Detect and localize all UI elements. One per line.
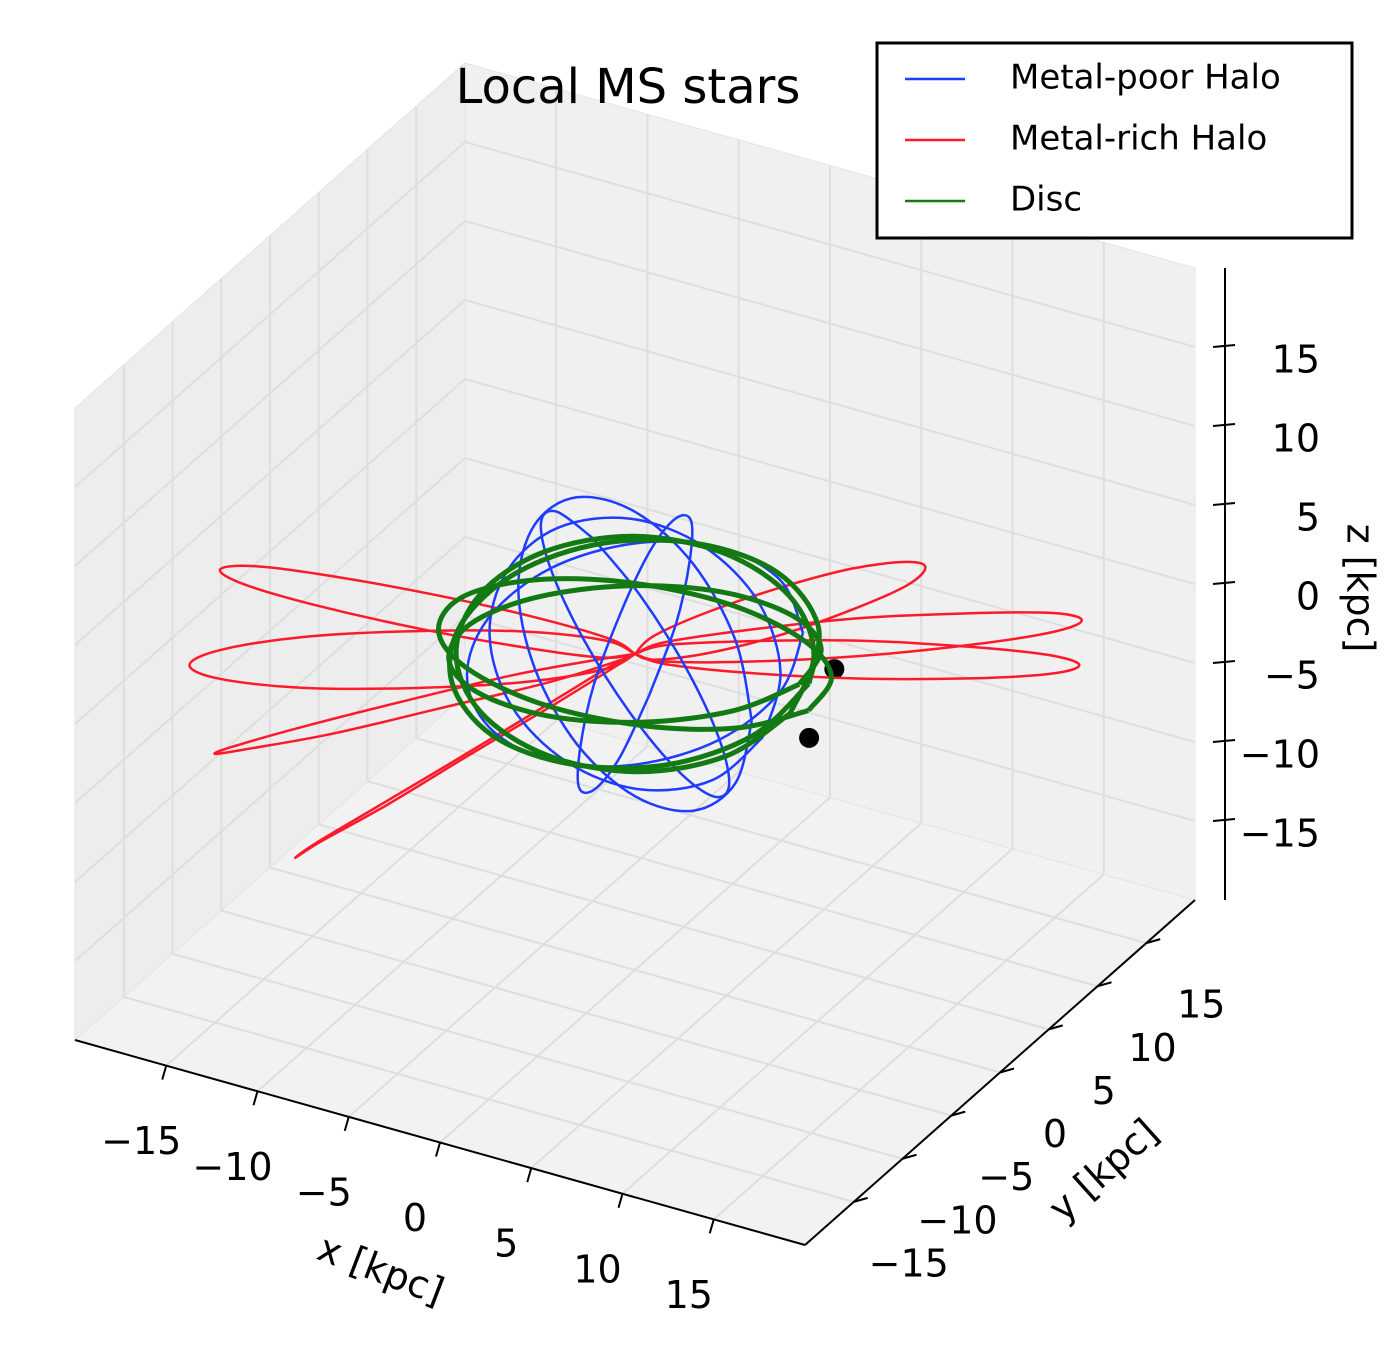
x-tick <box>617 1193 624 1209</box>
marker <box>799 727 820 748</box>
grid-line <box>367 780 1098 988</box>
orbit-line <box>453 533 817 775</box>
orbit-line <box>634 560 927 661</box>
z-tick-label: −5 <box>1264 654 1320 698</box>
y-tick-label: 5 <box>1092 1069 1116 1113</box>
orbit-line <box>634 638 1081 681</box>
legend-label: Metal-rich Halo <box>1010 119 1267 159</box>
grid-line <box>464 378 1196 585</box>
x-axis <box>74 1039 806 1246</box>
y-tick <box>999 1067 1015 1074</box>
orbit-line <box>436 576 834 732</box>
y-tick-label: −15 <box>869 1241 949 1285</box>
grid-line <box>172 952 903 1160</box>
grid-line <box>415 737 1147 945</box>
y-tick-label: −10 <box>917 1198 997 1242</box>
y-tick <box>1048 1024 1064 1031</box>
grid-line <box>74 536 466 883</box>
grid-line <box>464 220 1196 427</box>
z-tick-label: −15 <box>1240 812 1320 856</box>
grid-line <box>220 909 952 1117</box>
orbit-line <box>634 611 1084 664</box>
grid-line <box>464 299 1196 506</box>
orbit-line <box>446 583 824 725</box>
x-tick-label: 10 <box>573 1247 621 1291</box>
orbit-line <box>576 513 694 795</box>
grid-line <box>318 823 1050 1031</box>
z-tick-label: 0 <box>1296 575 1320 619</box>
z-axis-label: z [kpc] <box>1339 524 1383 653</box>
x-axis-label: x [kpc] <box>312 1226 450 1314</box>
grid-line <box>464 457 1196 664</box>
orbit-line <box>188 629 636 691</box>
y-tick <box>1097 981 1112 988</box>
y-tick-label: 10 <box>1128 1026 1176 1070</box>
axes: −15−10−5051015−15−10−5051015−15−10−50510… <box>74 268 1320 1317</box>
grid-line <box>123 995 855 1203</box>
z-tick-label: 5 <box>1296 496 1320 540</box>
z-tick-label: 10 <box>1272 417 1320 461</box>
y-tick <box>950 1110 966 1117</box>
plot-area <box>188 495 1084 860</box>
chart-title: Local MS stars <box>456 59 801 115</box>
orbit-line <box>213 652 636 756</box>
y-tick <box>1145 938 1161 945</box>
grid-line <box>464 615 1196 822</box>
y-tick-label: −5 <box>978 1155 1034 1199</box>
grid-line <box>74 299 466 646</box>
x-tick <box>252 1090 259 1106</box>
x-tick-label: 0 <box>403 1196 427 1240</box>
grid-line <box>464 141 1196 348</box>
x-tick-label: 15 <box>665 1273 713 1317</box>
y-tick-label: 0 <box>1043 1112 1067 1156</box>
x-tick-label: −10 <box>192 1145 272 1189</box>
orbit-line <box>218 564 636 659</box>
legend-label: Disc <box>1010 180 1082 220</box>
y-tick <box>853 1196 869 1203</box>
legend: Metal-poor Halo Metal-rich Halo Disc <box>875 41 1354 240</box>
grid-line <box>74 378 466 725</box>
grid-line <box>74 457 466 804</box>
grid-line <box>269 866 1001 1074</box>
orbit-line <box>517 495 754 813</box>
legend-label: Metal-poor Halo <box>1010 58 1281 98</box>
x-tick-label: −15 <box>101 1119 181 1163</box>
x-tick <box>526 1167 533 1183</box>
x-tick <box>435 1142 441 1157</box>
grid-line <box>74 220 466 567</box>
z-tick-label: −10 <box>1240 733 1320 777</box>
y-tick <box>902 1153 917 1160</box>
x-tick-label: −5 <box>296 1170 352 1214</box>
y-axis <box>804 899 1196 1246</box>
y-tick-label: 15 <box>1177 983 1225 1027</box>
orbit-line <box>447 537 822 771</box>
x-tick-label: 5 <box>494 1222 518 1266</box>
x-tick <box>161 1065 168 1080</box>
grid-line <box>74 141 466 488</box>
x-tick <box>708 1219 715 1234</box>
x-tick <box>343 1116 350 1132</box>
z-tick-label: 15 <box>1272 338 1320 382</box>
grid-line <box>74 615 466 962</box>
